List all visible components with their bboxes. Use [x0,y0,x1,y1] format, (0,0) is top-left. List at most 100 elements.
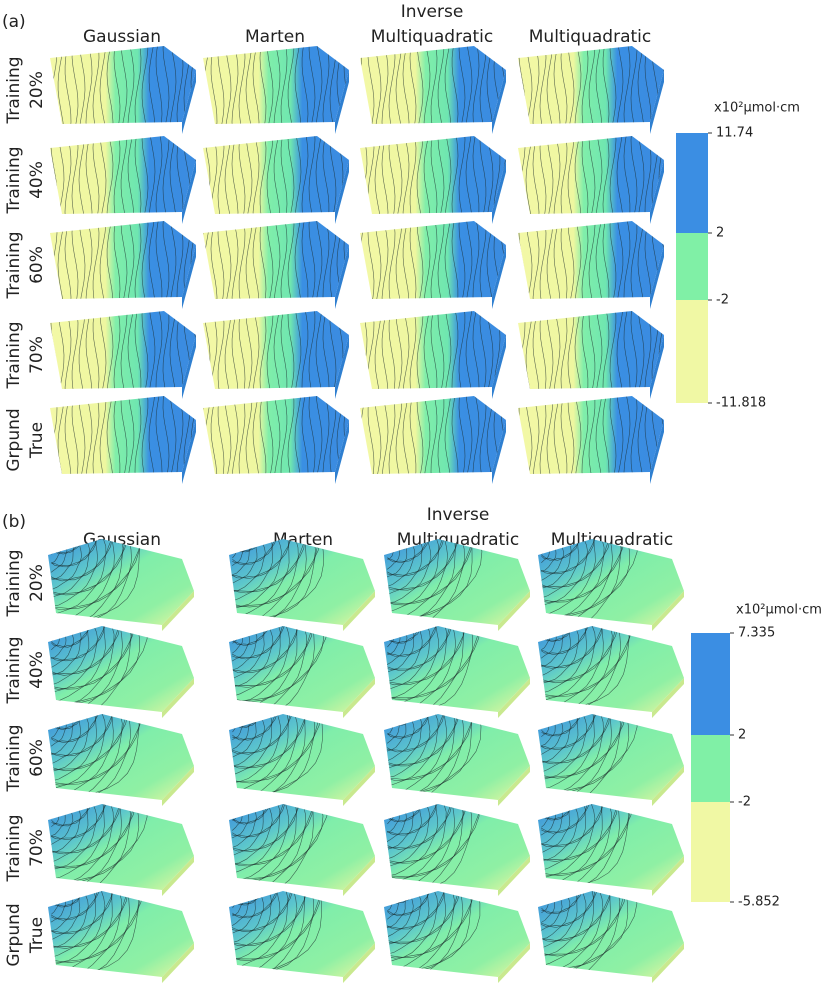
contour-line [553,136,561,214]
contour-line [92,46,100,124]
contour-line [540,891,596,949]
contour-line [541,539,582,575]
contour-line [472,311,480,389]
contour-line [50,626,104,676]
contour-line [232,626,243,636]
contour-line [479,136,487,214]
contour-line [50,891,89,932]
row-label: Training [4,321,24,389]
contour-line [581,46,589,124]
surface [50,396,196,484]
contour-line [609,221,617,299]
contour-line [540,626,603,684]
surface-top [48,626,194,712]
contour-line [465,311,473,389]
contour-line [574,221,582,299]
contour-line [409,311,417,389]
contour-line [540,714,595,773]
colorbar-band [676,233,708,300]
contour-line [231,891,292,952]
contour-line [106,46,114,124]
contour-line [155,136,163,214]
contour-line [287,46,295,124]
contour-line [51,626,61,636]
contour-line [127,221,135,299]
row-label: Grpund [4,408,24,471]
contour-line [231,539,277,579]
contour-line [539,714,638,800]
contour-line [50,891,115,949]
contour-line [437,311,445,389]
contour-line [315,46,323,124]
contour-line [539,539,613,616]
contour-line [386,539,456,606]
contour-line [294,46,302,124]
contour-line [539,714,630,800]
surface [360,46,506,134]
contour-line [50,804,114,868]
contour-line [301,221,309,299]
surface-side [498,678,530,718]
contour-line [51,891,64,904]
surface [538,891,684,983]
surface-side [162,766,194,806]
contour-line [416,221,424,299]
contour-line [210,221,218,299]
contour-line [148,311,156,389]
contour-line [385,891,481,977]
contour-line [444,311,452,389]
contour-line [50,804,105,863]
surface-side [335,160,349,224]
column-header: Gaussian [83,27,161,47]
contour-line [301,396,309,474]
contour-line [230,539,324,625]
contour-line [322,396,330,474]
contour-line [360,396,361,474]
contour-line [308,396,316,474]
contour-line [71,46,79,124]
contour-line [518,221,519,299]
contour-line [630,396,638,474]
contour-line [395,46,403,124]
contour-line [387,714,401,725]
contour-line [416,136,424,214]
contour-line [416,46,424,124]
contour-line [518,46,519,124]
contour-line [409,396,417,474]
colorbar-tick-label: -11.818 [716,396,766,411]
surface [229,891,375,983]
contours [385,539,483,625]
contour-line [203,221,204,299]
contour-line [50,804,90,845]
contour-line [301,136,309,214]
surface [518,46,664,134]
contour-line [560,311,568,389]
surface [384,539,530,631]
contour-line [85,221,93,299]
contour-line [385,804,480,890]
contour-line [386,539,448,604]
contour-line [386,714,430,752]
contour-line [231,714,282,767]
contours [539,714,638,800]
contour-line [287,136,295,214]
surface-side [492,420,506,484]
contour-line [395,136,403,214]
surface-top [50,221,196,299]
contour-line [540,891,587,940]
contour-line [540,539,580,582]
contour-line [252,311,260,389]
surface-top [50,311,196,389]
surface-top [538,714,684,800]
contour-line [539,626,604,694]
contour-line [231,714,293,769]
contour-line [155,46,163,124]
contour-line [50,539,113,596]
contour-line [230,626,298,698]
contour-line [388,221,396,299]
surface-side [652,591,684,631]
contour-line [50,136,58,214]
surface-side [650,160,664,224]
row-label: 70% [27,829,47,867]
colorbar-tick-label: 2 [738,728,746,743]
